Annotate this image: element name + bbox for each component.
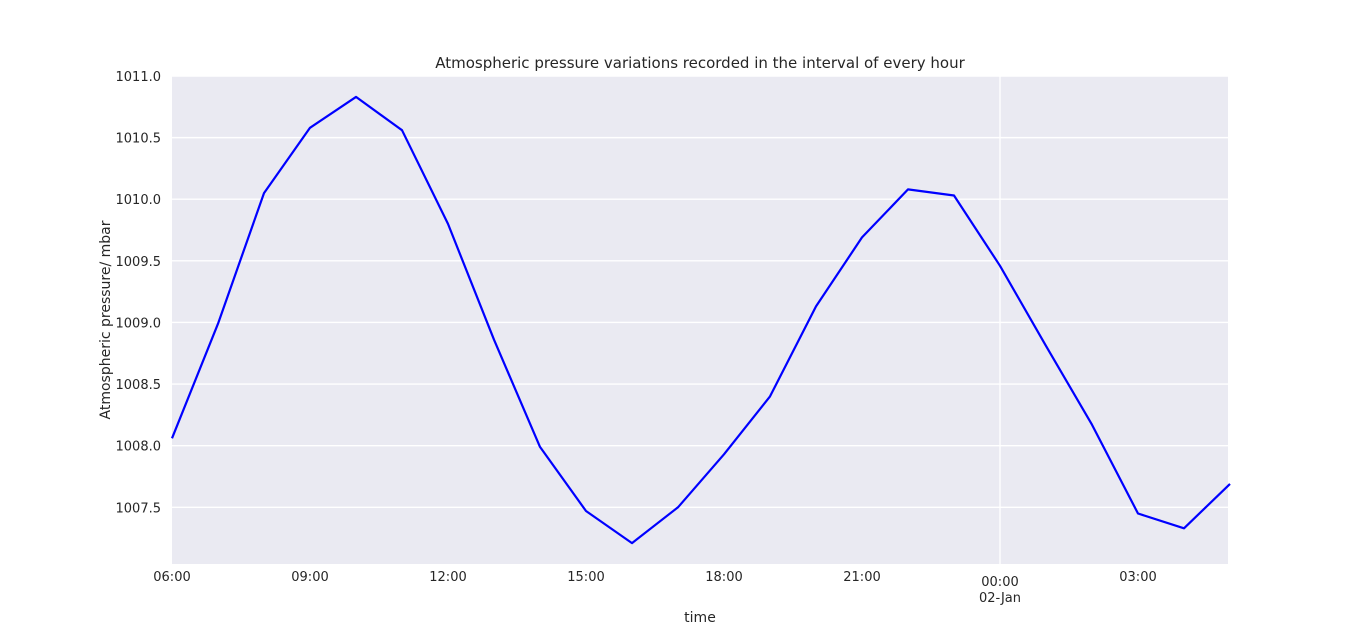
y-axis-ticks: 1007.5 1008.0 1008.5 1009.0 1009.5 1010.0 1010… (116, 70, 162, 516)
y-tick-label: 1011.0 (116, 70, 162, 85)
y-tick-label: 1009.0 (116, 316, 162, 331)
y-tick-label: 1010.5 (116, 132, 162, 147)
x-tick-label: 18:00 (705, 570, 742, 585)
y-tick-label: 1010.0 (116, 193, 162, 208)
plot-area (172, 76, 1228, 564)
y-tick-label: 1008.5 (116, 378, 162, 393)
x-tick-label: 15:00 (567, 570, 604, 585)
x-tick-label: 03:00 (1119, 570, 1156, 585)
series-layer (170, 95, 1231, 545)
x-tick-label: 21:00 (843, 570, 880, 585)
x-tick-sublabel: 02-Jan (979, 591, 1021, 606)
x-tick-label: 00:00 (981, 575, 1018, 590)
pressure-series-line (170, 95, 1231, 545)
x-tick-label: 06:00 (153, 570, 190, 585)
y-tick-label: 1007.5 (116, 501, 162, 516)
x-axis-ticks: 06:00 09:00 12:00 15:00 18:00 21:00 00:0002-Ja… (153, 570, 1156, 606)
y-tick-label: 1009.5 (116, 255, 162, 270)
y-tick-label: 1008.0 (116, 440, 162, 455)
x-tick-label: 12:00 (429, 570, 466, 585)
chart-title: Atmospheric pressure variations recorded… (435, 54, 965, 72)
y-axis-label: Atmospheric pressure/ mbar (98, 220, 114, 419)
x-axis-label: time (684, 610, 716, 626)
x-tick-label: 09:00 (291, 570, 328, 585)
grid-lines (172, 75, 1228, 564)
